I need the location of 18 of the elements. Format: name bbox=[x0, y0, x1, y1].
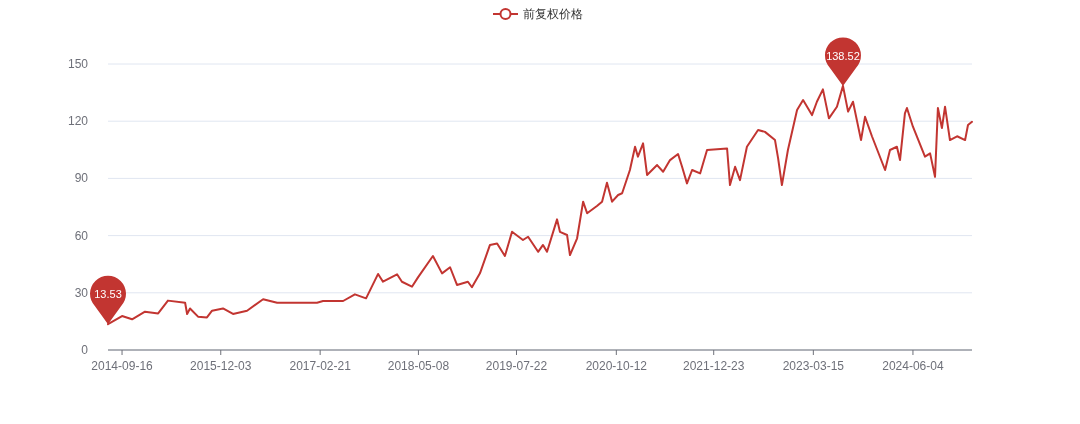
x-tick-label: 2015-12-03 bbox=[190, 359, 252, 373]
y-tick-label: 120 bbox=[67, 114, 89, 129]
y-tick-label: 150 bbox=[67, 57, 89, 71]
x-tick-label: 2019-07-22 bbox=[485, 359, 548, 373]
x-tick-label: 2023-03-15 bbox=[782, 359, 845, 373]
y-tick-label: 0 bbox=[81, 343, 89, 357]
x-tick-label: 2024-06-04 bbox=[882, 359, 944, 373]
y-tick-label: 30 bbox=[74, 285, 89, 300]
annotation: 13.53 bbox=[94, 288, 122, 301]
x-tick-label: 2017-02-21 bbox=[289, 359, 352, 373]
x-tick-label: 2014-09-16 bbox=[91, 359, 154, 373]
legend-label: 前复权价格 bbox=[523, 7, 583, 21]
x-tick-label: 2018-05-08 bbox=[387, 359, 450, 373]
y-tick-label: 90 bbox=[74, 171, 89, 186]
x-tick-label: 2020-10-12 bbox=[585, 359, 648, 373]
annotation: 138.52 bbox=[826, 49, 860, 62]
y-tick-label: 60 bbox=[74, 228, 89, 243]
x-tick-label: 2021-12-23 bbox=[683, 359, 745, 373]
